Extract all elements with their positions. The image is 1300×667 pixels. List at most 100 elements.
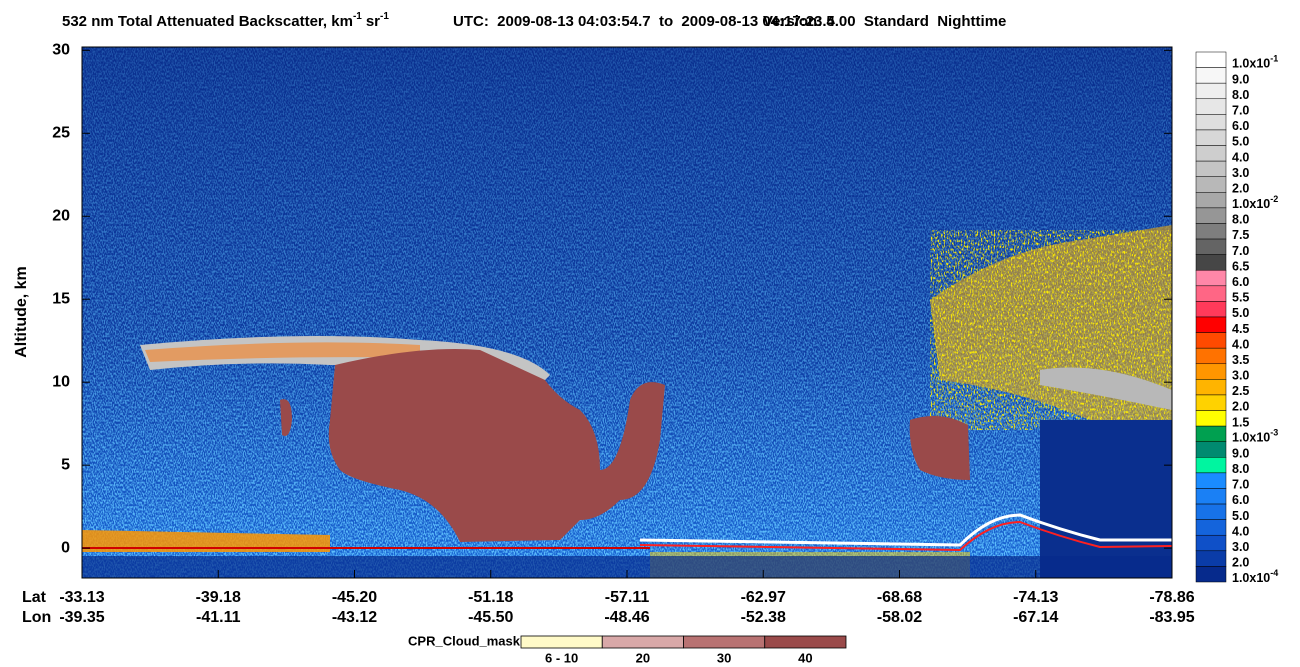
colorbar-box — [1195, 223, 1227, 240]
colorbar-box — [1195, 98, 1227, 115]
colorbar-box — [1195, 192, 1227, 209]
colorbar-box — [1195, 503, 1227, 520]
cpr-legend-title: CPR_Cloud_mask — [408, 633, 521, 648]
y-tick-label: 5 — [61, 456, 70, 473]
colorbar-box — [1195, 534, 1227, 552]
colorbar-label: 4.0 — [1232, 524, 1249, 538]
colorbar-box — [1195, 347, 1227, 365]
cpr-legend-box — [601, 635, 684, 649]
colorbar-label-exp: -3 — [1270, 428, 1278, 438]
colorbar-label: 1.0x10-3 — [1232, 428, 1278, 445]
colorbar-box — [1195, 441, 1227, 458]
chart-title: 532 nm Total Attenuated Backscatter, km-… — [62, 11, 389, 30]
x-tick-label: -62.97 — [741, 589, 786, 606]
cpr-cloud — [280, 399, 292, 436]
colorbar-label: 6.0 — [1232, 493, 1249, 507]
x-tick-label: -33.13 — [59, 589, 104, 606]
x-row-name: Lon — [22, 609, 51, 626]
colorbar-box — [1195, 145, 1227, 162]
colorbar-box — [1195, 67, 1227, 84]
x-tick-label: -41.11 — [196, 609, 241, 626]
colorbar-label: 1.0x10-4 — [1232, 568, 1278, 585]
colorbar-label: 7.0 — [1232, 478, 1249, 492]
colorbar-label: 2.5 — [1232, 384, 1249, 398]
colorbar-box — [1195, 379, 1227, 396]
colorbar-box — [1195, 550, 1227, 567]
y-tick-label: 15 — [52, 290, 70, 307]
colorbar-box — [1195, 269, 1227, 287]
colorbar-label: 7.0 — [1232, 244, 1249, 258]
colorbar-box — [1195, 410, 1227, 427]
colorbar-label: 8.0 — [1232, 88, 1249, 102]
cpr-legend-label: 30 — [717, 650, 731, 665]
colorbar-label: 9.0 — [1232, 72, 1249, 86]
colorbar-label: 6.0 — [1232, 275, 1249, 289]
colorbar-label-base: 1.0x10 — [1232, 431, 1270, 445]
x-tick-label: -83.95 — [1149, 609, 1194, 626]
title-text: 532 nm Total Attenuated Backscatter, km — [62, 13, 353, 30]
x-tick-label: -45.20 — [332, 589, 377, 606]
colorbar-label: 1.0x10-1 — [1232, 54, 1278, 71]
x-tick-label: -43.12 — [332, 609, 377, 626]
colorbar-label: 5.0 — [1232, 135, 1249, 149]
colorbar-box — [1195, 332, 1227, 349]
cloud-edge — [145, 342, 420, 362]
colorbar-box — [1195, 566, 1227, 583]
x-tick-label: -39.18 — [196, 589, 241, 606]
colorbar-box — [1195, 285, 1227, 302]
colorbar-label: 3.5 — [1232, 353, 1249, 367]
colorbar-label-exp: -4 — [1270, 568, 1278, 578]
colorbar-box — [1195, 457, 1227, 474]
cpr-legend-label: 6 - 10 — [545, 650, 578, 665]
x-tick-label: -39.35 — [59, 609, 104, 626]
surface-layer — [82, 530, 330, 552]
colorbar-box — [1195, 363, 1227, 380]
x-tick-label: -52.38 — [741, 609, 786, 626]
colorbar-label-exp: -1 — [1270, 54, 1278, 64]
x-tick-label: -48.46 — [604, 609, 649, 626]
terrain-edge — [639, 520, 1172, 552]
attenuated-zone — [1040, 420, 1172, 578]
colorbar-label: 4.0 — [1232, 337, 1249, 351]
colorbar-label: 5.5 — [1232, 291, 1249, 305]
colorbar-label-base: 1.0x10 — [1232, 57, 1270, 71]
version: Version: 5.00 Standard Nighttime — [763, 13, 1006, 30]
y-tick-label: 30 — [52, 42, 70, 59]
cpr-legend-box — [520, 635, 603, 649]
y-tick-label: 0 — [61, 539, 70, 556]
y-axis-label: Altitude, km — [13, 266, 30, 358]
cpr-legend-box — [683, 635, 766, 649]
colorbar-box — [1195, 394, 1227, 411]
colorbar-box — [1195, 488, 1227, 505]
backscatter-field — [82, 47, 1172, 578]
x-tick-label: -57.11 — [605, 589, 650, 606]
title-sup: -1 — [380, 11, 389, 22]
colorbar-label: 2.0 — [1232, 556, 1249, 570]
colorbar-box — [1195, 519, 1227, 536]
y-tick-label: 25 — [52, 125, 70, 142]
x-tick-label: -74.13 — [1013, 589, 1058, 606]
colorbar-box — [1195, 254, 1227, 271]
title-sup: -1 — [353, 11, 362, 22]
colorbar-label-exp: -2 — [1270, 194, 1278, 204]
colorbar-label: 4.0 — [1232, 150, 1249, 164]
colorbar-label: 7.5 — [1232, 228, 1249, 242]
colorbar-label: 5.0 — [1232, 306, 1249, 320]
colorbar-box — [1195, 472, 1227, 489]
colorbar-label: 2.0 — [1232, 181, 1249, 195]
colorbar-box — [1195, 316, 1227, 333]
x-row-name: Lat — [22, 589, 47, 606]
colorbar-label: 2.0 — [1232, 400, 1249, 414]
y-tick-label: 10 — [52, 373, 70, 390]
colorbar-box — [1195, 160, 1227, 177]
colorbar-box — [1195, 114, 1227, 131]
terrain — [639, 513, 1172, 547]
cpr-legend-label: 40 — [798, 650, 812, 665]
colorbar-label-base: 1.0x10 — [1232, 197, 1270, 211]
cpr-cloud — [909, 416, 970, 480]
colorbar-label: 5.0 — [1232, 509, 1249, 523]
cpr-legend-box — [764, 635, 847, 649]
x-tick-label: -78.86 — [1149, 589, 1194, 606]
colorbar-label: 8.0 — [1232, 462, 1249, 476]
